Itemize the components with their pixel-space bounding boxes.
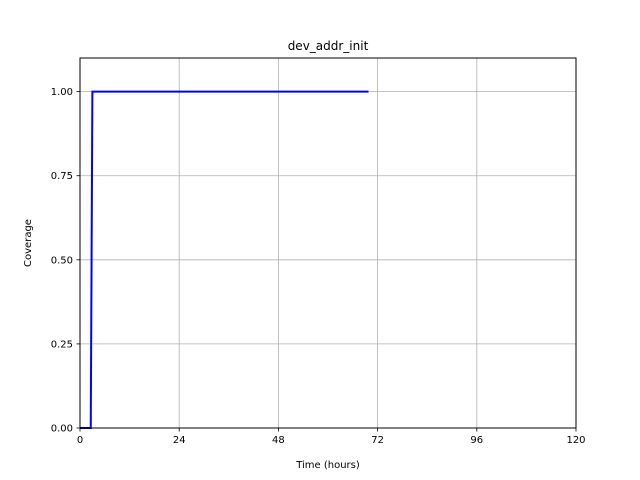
x-tick-label: 120	[566, 435, 585, 446]
y-axis-label: Coverage	[23, 219, 34, 267]
x-tick-label: 72	[371, 435, 384, 446]
x-tick-label: 48	[272, 435, 285, 446]
x-tick-label: 96	[470, 435, 483, 446]
x-axis-label: Time (hours)	[295, 460, 360, 471]
plot-frame	[79, 57, 577, 429]
x-tick-label: 0	[77, 435, 83, 446]
y-tick-label: 0.50	[51, 255, 73, 266]
x-tick-label: 24	[173, 435, 186, 446]
chart-title: dev_addr_init	[288, 39, 369, 53]
y-tick-label: 0.00	[51, 424, 73, 435]
x-ticks: 0 24 48 72 96 120	[77, 428, 586, 446]
y-tick-label: 0.75	[51, 171, 73, 182]
y-tick-label: 0.25	[51, 339, 73, 350]
y-tick-label: 1.00	[51, 87, 73, 98]
y-ticks: 0.00 0.25 0.50 0.75 1.00	[51, 87, 80, 435]
